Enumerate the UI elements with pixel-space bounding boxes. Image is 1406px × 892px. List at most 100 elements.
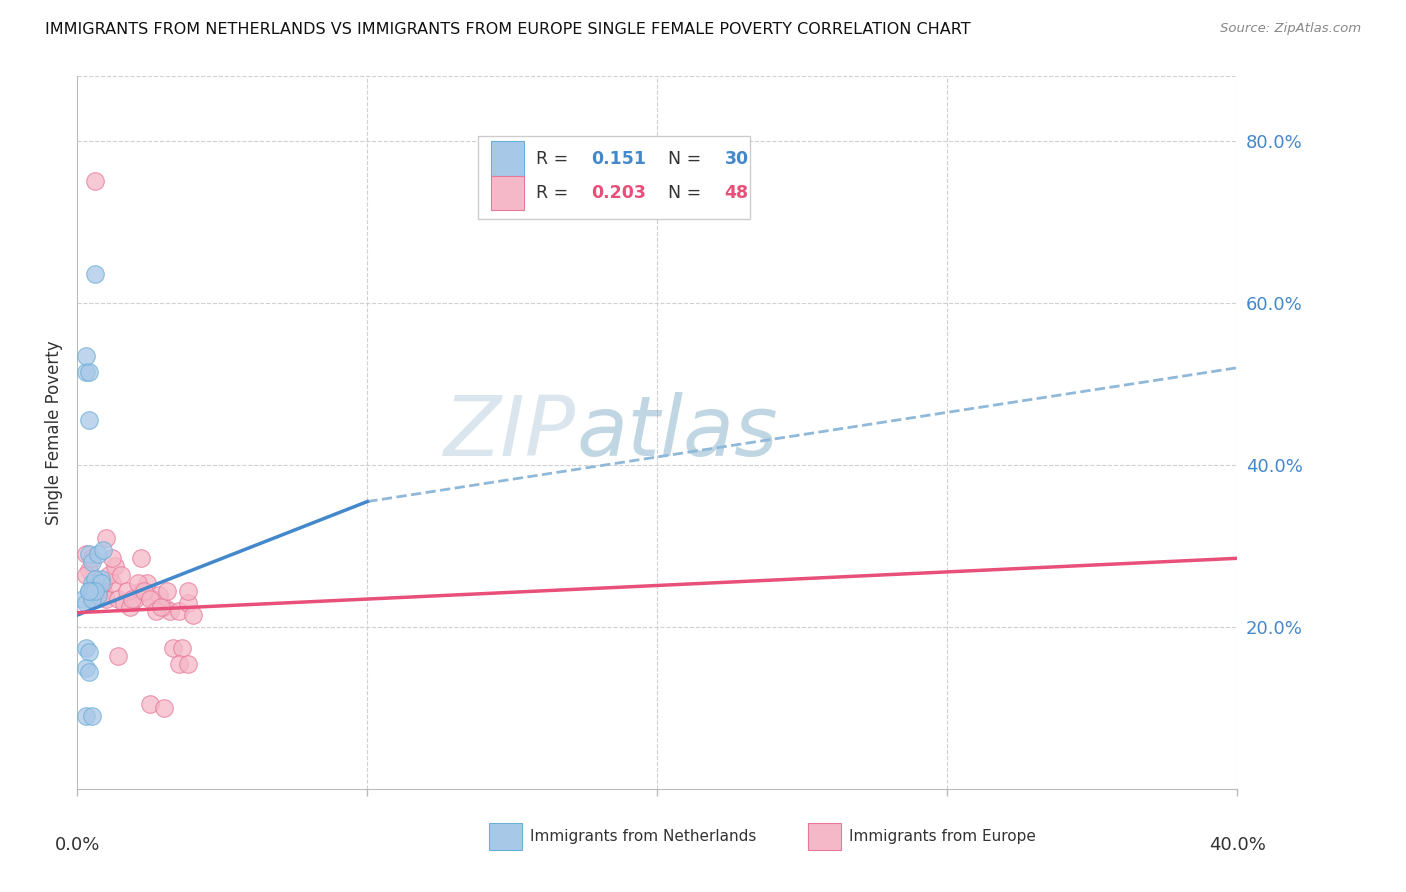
Point — [129, 551, 152, 566]
Point — [98, 567, 121, 582]
Point — [118, 599, 141, 614]
Point — [136, 575, 159, 590]
Point — [80, 591, 103, 606]
Point — [80, 591, 103, 606]
Point — [159, 604, 181, 618]
Point — [112, 596, 135, 610]
Point — [86, 575, 108, 590]
Point — [83, 268, 105, 282]
Point — [101, 575, 124, 590]
Bar — [492, 176, 524, 210]
Point — [93, 543, 115, 558]
Text: 0.0%: 0.0% — [55, 836, 100, 854]
Point — [77, 665, 100, 679]
Point — [107, 648, 129, 663]
Point — [153, 701, 176, 715]
Text: atlas: atlas — [576, 392, 778, 473]
Point — [93, 575, 115, 590]
Point — [167, 604, 190, 618]
Point — [83, 583, 105, 598]
Text: IMMIGRANTS FROM NETHERLANDS VS IMMIGRANTS FROM EUROPE SINGLE FEMALE POVERTY CORR: IMMIGRANTS FROM NETHERLANDS VS IMMIGRANT… — [45, 22, 970, 37]
Text: 48: 48 — [724, 184, 749, 202]
Bar — [808, 823, 841, 850]
Point — [75, 709, 97, 723]
Point — [83, 572, 105, 586]
Text: R =: R = — [536, 184, 574, 202]
Point — [90, 588, 111, 602]
Text: R =: R = — [536, 150, 574, 168]
Point — [96, 591, 118, 606]
Point — [139, 698, 162, 712]
Point — [96, 531, 118, 545]
Point — [80, 575, 103, 590]
Text: Source: ZipAtlas.com: Source: ZipAtlas.com — [1220, 22, 1361, 36]
Point — [77, 365, 100, 379]
Text: 0.203: 0.203 — [591, 184, 647, 202]
Point — [176, 596, 198, 610]
Point — [80, 555, 103, 569]
Point — [127, 575, 149, 590]
Point — [107, 591, 129, 606]
FancyBboxPatch shape — [478, 136, 751, 219]
Text: N =: N = — [658, 150, 707, 168]
Point — [75, 349, 97, 363]
Point — [129, 583, 152, 598]
Point — [170, 640, 193, 655]
Point — [110, 567, 132, 582]
Point — [83, 580, 105, 594]
Point — [80, 583, 103, 598]
Point — [80, 583, 103, 598]
Point — [75, 661, 97, 675]
Point — [72, 591, 94, 606]
Point — [167, 657, 190, 671]
Point — [86, 547, 108, 561]
Point — [75, 640, 97, 655]
Point — [86, 588, 108, 602]
Point — [77, 564, 100, 578]
Point — [104, 559, 127, 574]
Point — [75, 596, 97, 610]
Point — [80, 551, 103, 566]
Point — [115, 583, 138, 598]
Text: ZIP: ZIP — [444, 392, 576, 473]
Point — [139, 591, 162, 606]
Point — [93, 583, 115, 598]
Point — [83, 174, 105, 188]
Point — [77, 583, 100, 598]
Point — [176, 657, 198, 671]
Point — [101, 551, 124, 566]
Point — [77, 413, 100, 427]
Point — [80, 583, 103, 598]
Bar — [489, 823, 522, 850]
Point — [121, 591, 143, 606]
Text: Immigrants from Netherlands: Immigrants from Netherlands — [530, 829, 756, 844]
Text: N =: N = — [658, 184, 707, 202]
Point — [162, 640, 184, 655]
Bar — [492, 142, 524, 176]
Point — [142, 591, 165, 606]
Point — [75, 567, 97, 582]
Point — [77, 583, 100, 598]
Point — [156, 583, 179, 598]
Point — [150, 599, 173, 614]
Point — [90, 575, 111, 590]
Point — [148, 588, 170, 602]
Point — [80, 709, 103, 723]
Point — [86, 583, 108, 598]
Point — [183, 608, 205, 623]
Text: 30: 30 — [724, 150, 749, 168]
Point — [176, 583, 198, 598]
Point — [77, 644, 100, 658]
Point — [75, 547, 97, 561]
Point — [90, 572, 111, 586]
Y-axis label: Single Female Poverty: Single Female Poverty — [45, 341, 63, 524]
Point — [153, 599, 176, 614]
Point — [77, 547, 100, 561]
Text: 0.151: 0.151 — [591, 150, 647, 168]
Point — [75, 365, 97, 379]
Point — [132, 583, 155, 598]
Text: Immigrants from Europe: Immigrants from Europe — [849, 829, 1036, 844]
Point — [124, 591, 146, 606]
Text: 40.0%: 40.0% — [1209, 836, 1265, 854]
Point — [145, 604, 167, 618]
